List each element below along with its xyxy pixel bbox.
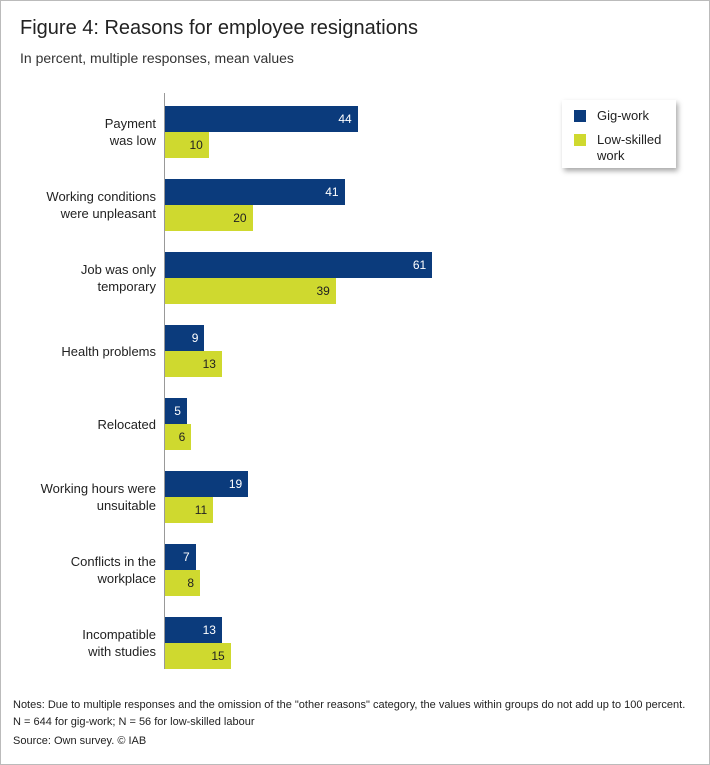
value-label: 61 <box>412 258 427 272</box>
bar <box>165 325 205 351</box>
chart-title: Figure 4: Reasons for employee resignati… <box>20 17 418 39</box>
value-label: 8 <box>187 576 195 590</box>
category-label: Working conditions were unpleasant <box>46 189 156 221</box>
value-label: 5 <box>174 404 181 418</box>
bar <box>165 643 231 669</box>
value-label: 11 <box>194 503 208 517</box>
category-label: Payment was low <box>104 116 156 148</box>
bar <box>165 351 222 377</box>
value-label: 44 <box>338 112 352 126</box>
chart-subtitle: In percent, multiple responses, mean val… <box>20 50 294 66</box>
legend-swatch <box>574 110 586 122</box>
value-label: 15 <box>211 649 225 663</box>
legend-label: Low-skilled work <box>597 132 662 163</box>
bar <box>165 617 222 643</box>
value-label: 20 <box>233 211 247 225</box>
bar <box>165 179 345 205</box>
category-label: Job was only temporary <box>80 262 156 294</box>
category-label: Relocated <box>97 416 156 432</box>
value-label: 13 <box>202 623 216 637</box>
bar <box>165 471 249 497</box>
legend-label: Gig-work <box>597 108 650 123</box>
value-label: 41 <box>325 185 339 199</box>
source: Source: Own survey. © IAB <box>13 735 147 747</box>
value-label: 6 <box>178 430 186 444</box>
bar <box>165 497 214 523</box>
value-label: 10 <box>189 138 203 152</box>
category-label: Working hours were unsuitable <box>40 481 156 513</box>
category-label: Conflicts in the workplace <box>70 554 156 586</box>
bar <box>165 544 196 570</box>
bar <box>165 252 433 278</box>
value-label: 13 <box>202 357 216 371</box>
bar <box>165 424 192 450</box>
axis-line <box>164 93 165 669</box>
value-label: 19 <box>228 477 243 491</box>
bar <box>165 205 253 231</box>
legend: Gig-work Low-skilled work <box>562 100 676 168</box>
value-label: 39 <box>316 284 330 298</box>
category-label: Incompatible with studies <box>82 627 156 659</box>
note: Notes: Due to multiple responses and the… <box>13 699 686 711</box>
value-label: 9 <box>191 331 199 345</box>
note: N = 644 for gig-work; N = 56 for low-ski… <box>13 716 255 728</box>
value-label: 7 <box>182 550 190 564</box>
bar <box>165 278 336 304</box>
bar <box>165 398 187 424</box>
bar <box>165 570 201 596</box>
legend-swatch <box>574 134 586 146</box>
bar <box>165 132 209 158</box>
category-label: Health problems <box>61 343 156 359</box>
bar <box>165 106 358 132</box>
